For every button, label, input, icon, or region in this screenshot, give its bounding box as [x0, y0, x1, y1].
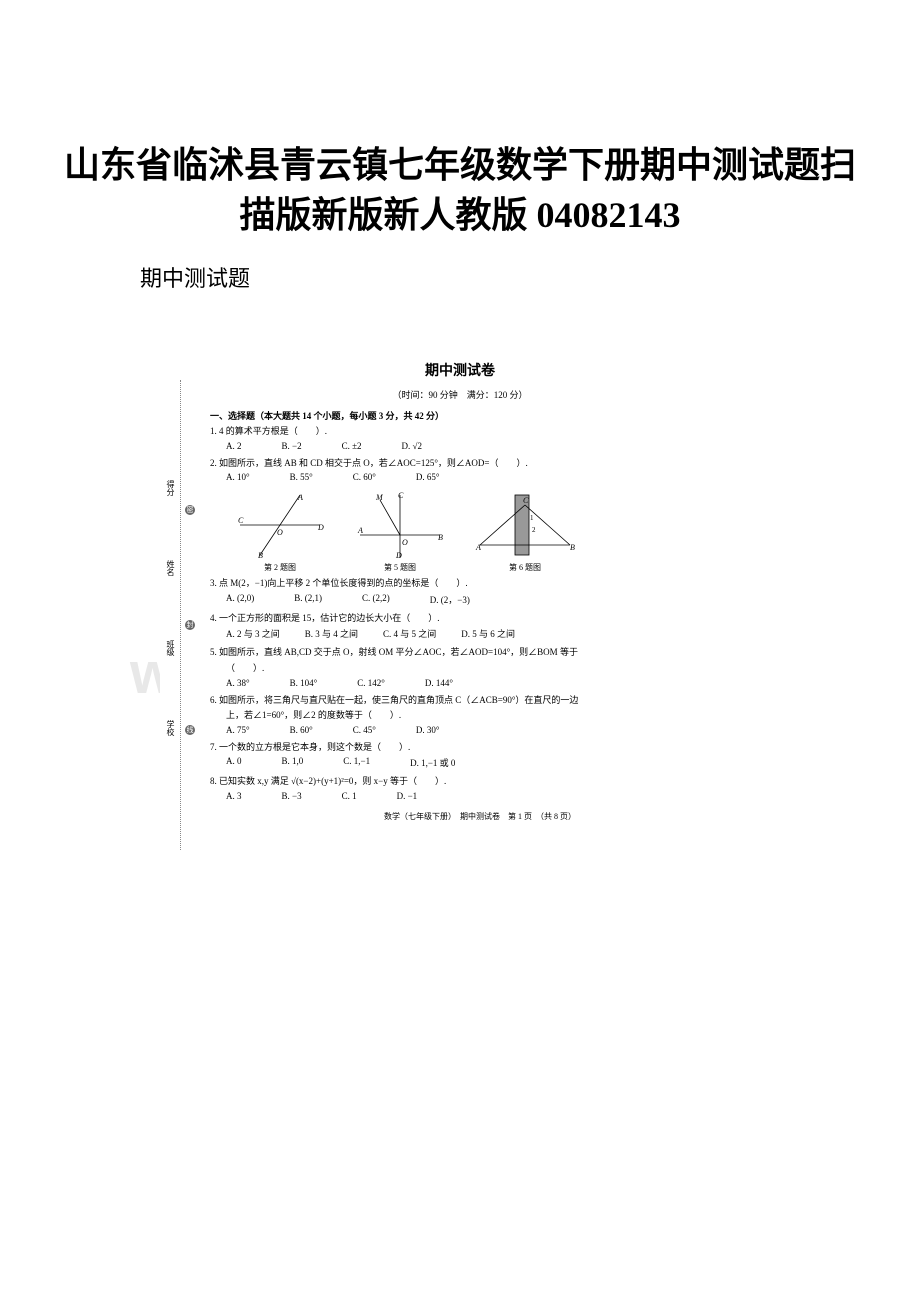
svg-text:O: O [402, 538, 408, 547]
option: A. 0 [226, 756, 242, 769]
options-4: A. 2 与 3 之间 B. 3 与 4 之间 C. 4 与 5 之间 D. 5… [226, 627, 750, 640]
svg-text:D: D [395, 551, 402, 560]
figure-caption: 第 5 题图 [350, 562, 450, 573]
figure-6: C A B 1 2 第 6 题图 [470, 490, 580, 573]
content-area: 一、选择题（本大题共 14 个小题，每小题 3 分，共 42 分） 1. 4 的… [210, 409, 760, 822]
options-8: A. 3 B. −3 C. 1 D. −1 [226, 791, 750, 801]
options-3: A. (2,0) B. (2,1) C. (2,2) D. (2，−3) [226, 593, 750, 606]
seal-circle: 封 [185, 620, 195, 630]
options-5: A. 38° B. 104° C. 142° D. 144° [226, 678, 750, 688]
seal-circle: 线 [185, 725, 195, 735]
option: A. 2 与 3 之间 [226, 627, 280, 640]
option: A. 38° [226, 678, 250, 688]
option: A. 3 [226, 791, 242, 801]
test-title: 期中测试卷 [160, 330, 760, 388]
question-3: 3. 点 M(2，−1)向上平移 2 个单位长度得到的点的坐标是（ ）. [210, 577, 750, 590]
subtitle: 期中测试题 [0, 241, 920, 293]
options-2: A. 10° B. 55° C. 60° D. 65° [226, 472, 750, 482]
option: B. 3 与 4 之间 [305, 627, 358, 640]
sidebar-label: 学校 [165, 720, 176, 750]
question-6: 6. 如图所示，将三角尺与直尺贴在一起，使三角尺的直角顶点 C（∠ACB=90°… [210, 694, 750, 707]
svg-text:C: C [398, 491, 404, 500]
sidebar-labels: 得分 姓名 班级 学校 [165, 480, 179, 780]
option: C. 60° [353, 472, 376, 482]
test-page: 得分 姓名 班级 学校 密 封 线 期中测试卷 （时间：90 分钟 满分：120… [160, 330, 760, 870]
question-6-cont: 上，若∠1=60°，则∠2 的度数等于（ ）. [226, 709, 750, 722]
option: C. ±2 [342, 441, 362, 451]
option: C. 142° [357, 678, 385, 688]
question-5-cont: （ ）. [226, 662, 750, 675]
question-5: 5. 如图所示，直线 AB,CD 交于点 O，射线 OM 平分∠AOC，若∠AO… [210, 646, 750, 659]
svg-text:C: C [523, 496, 529, 505]
question-8: 8. 已知实数 x,y 满足 √(x−2)+(y+1)²=0，则 x−y 等于（… [210, 775, 750, 788]
figure-caption: 第 2 题图 [230, 562, 330, 573]
option: A. 10° [226, 472, 250, 482]
svg-text:B: B [258, 551, 263, 560]
option: D. 5 与 6 之间 [461, 627, 515, 640]
page-footer: 数学（七年级下册） 期中测试卷 第 1 页 （共 8 页） [210, 811, 750, 822]
options-7: A. 0 B. 1,0 C. 1,−1 D. 1,−1 或 0 [226, 756, 750, 769]
option: A. 2 [226, 441, 242, 451]
question-2: 2. 如图所示，直线 AB 和 CD 相交于点 O，若∠AOC=125°，则∠A… [210, 457, 750, 470]
svg-text:A: A [297, 493, 303, 502]
geometry-figure-icon: A B C D O [230, 490, 330, 560]
option: C. (2,2) [362, 593, 390, 606]
geometry-figure-icon: C A B 1 2 [470, 490, 580, 560]
option: D. −1 [397, 791, 418, 801]
sidebar-label: 姓名 [165, 560, 176, 590]
option: D. 65° [416, 472, 440, 482]
option: B. 60° [290, 725, 313, 735]
option: C. 45° [353, 725, 376, 735]
option: C. 4 与 5 之间 [383, 627, 436, 640]
option: D. √2 [402, 441, 422, 451]
test-time-info: （时间：90 分钟 满分：120 分） [160, 388, 760, 409]
option: C. 1,−1 [343, 756, 370, 769]
svg-text:B: B [438, 533, 443, 542]
question-7: 7. 一个数的立方根是它本身，则这个数是（ ）. [210, 741, 750, 754]
option: A. 75° [226, 725, 250, 735]
figures-row: A B C D O 第 2 题图 C M A B D [230, 490, 750, 573]
svg-text:O: O [277, 528, 283, 537]
figure-caption: 第 6 题图 [470, 562, 580, 573]
main-title: 山东省临沭县青云镇七年级数学下册期中测试题扫描版新版新人教版 04082143 [0, 0, 920, 241]
option: B. (2,1) [294, 593, 322, 606]
option: D. 144° [425, 678, 453, 688]
option: B. 104° [290, 678, 318, 688]
option: B. 1,0 [282, 756, 304, 769]
svg-text:D: D [317, 523, 324, 532]
question-1: 1. 4 的算术平方根是（ ）. [210, 425, 750, 438]
svg-text:C: C [238, 516, 244, 525]
options-1: A. 2 B. −2 C. ±2 D. √2 [226, 441, 750, 451]
sidebar-label: 得分 [165, 480, 176, 510]
option: B. 55° [290, 472, 313, 482]
options-6: A. 75° B. 60° C. 45° D. 30° [226, 725, 750, 735]
svg-text:M: M [375, 493, 384, 502]
option: B. −2 [282, 441, 302, 451]
sidebar-dotted-line [180, 380, 181, 850]
svg-text:A: A [357, 526, 363, 535]
svg-text:B: B [570, 543, 575, 552]
option: A. (2,0) [226, 593, 254, 606]
svg-text:A: A [475, 543, 481, 552]
section-header: 一、选择题（本大题共 14 个小题，每小题 3 分，共 42 分） [210, 409, 750, 422]
question-4: 4. 一个正方形的面积是 15，估计它的边长大小在（ ）. [210, 612, 750, 625]
svg-text:1: 1 [530, 514, 534, 522]
option: D. 1,−1 或 0 [410, 756, 455, 769]
sidebar-label: 班级 [165, 640, 176, 670]
option: D. (2，−3) [430, 593, 470, 606]
figure-2: A B C D O 第 2 题图 [230, 490, 330, 573]
figure-5: C M A B D O 第 5 题图 [350, 490, 450, 573]
geometry-figure-icon: C M A B D O [350, 490, 450, 560]
option: B. −3 [282, 791, 302, 801]
seal-circle: 密 [185, 505, 195, 515]
option: D. 30° [416, 725, 440, 735]
svg-text:2: 2 [532, 526, 536, 534]
option: C. 1 [342, 791, 357, 801]
